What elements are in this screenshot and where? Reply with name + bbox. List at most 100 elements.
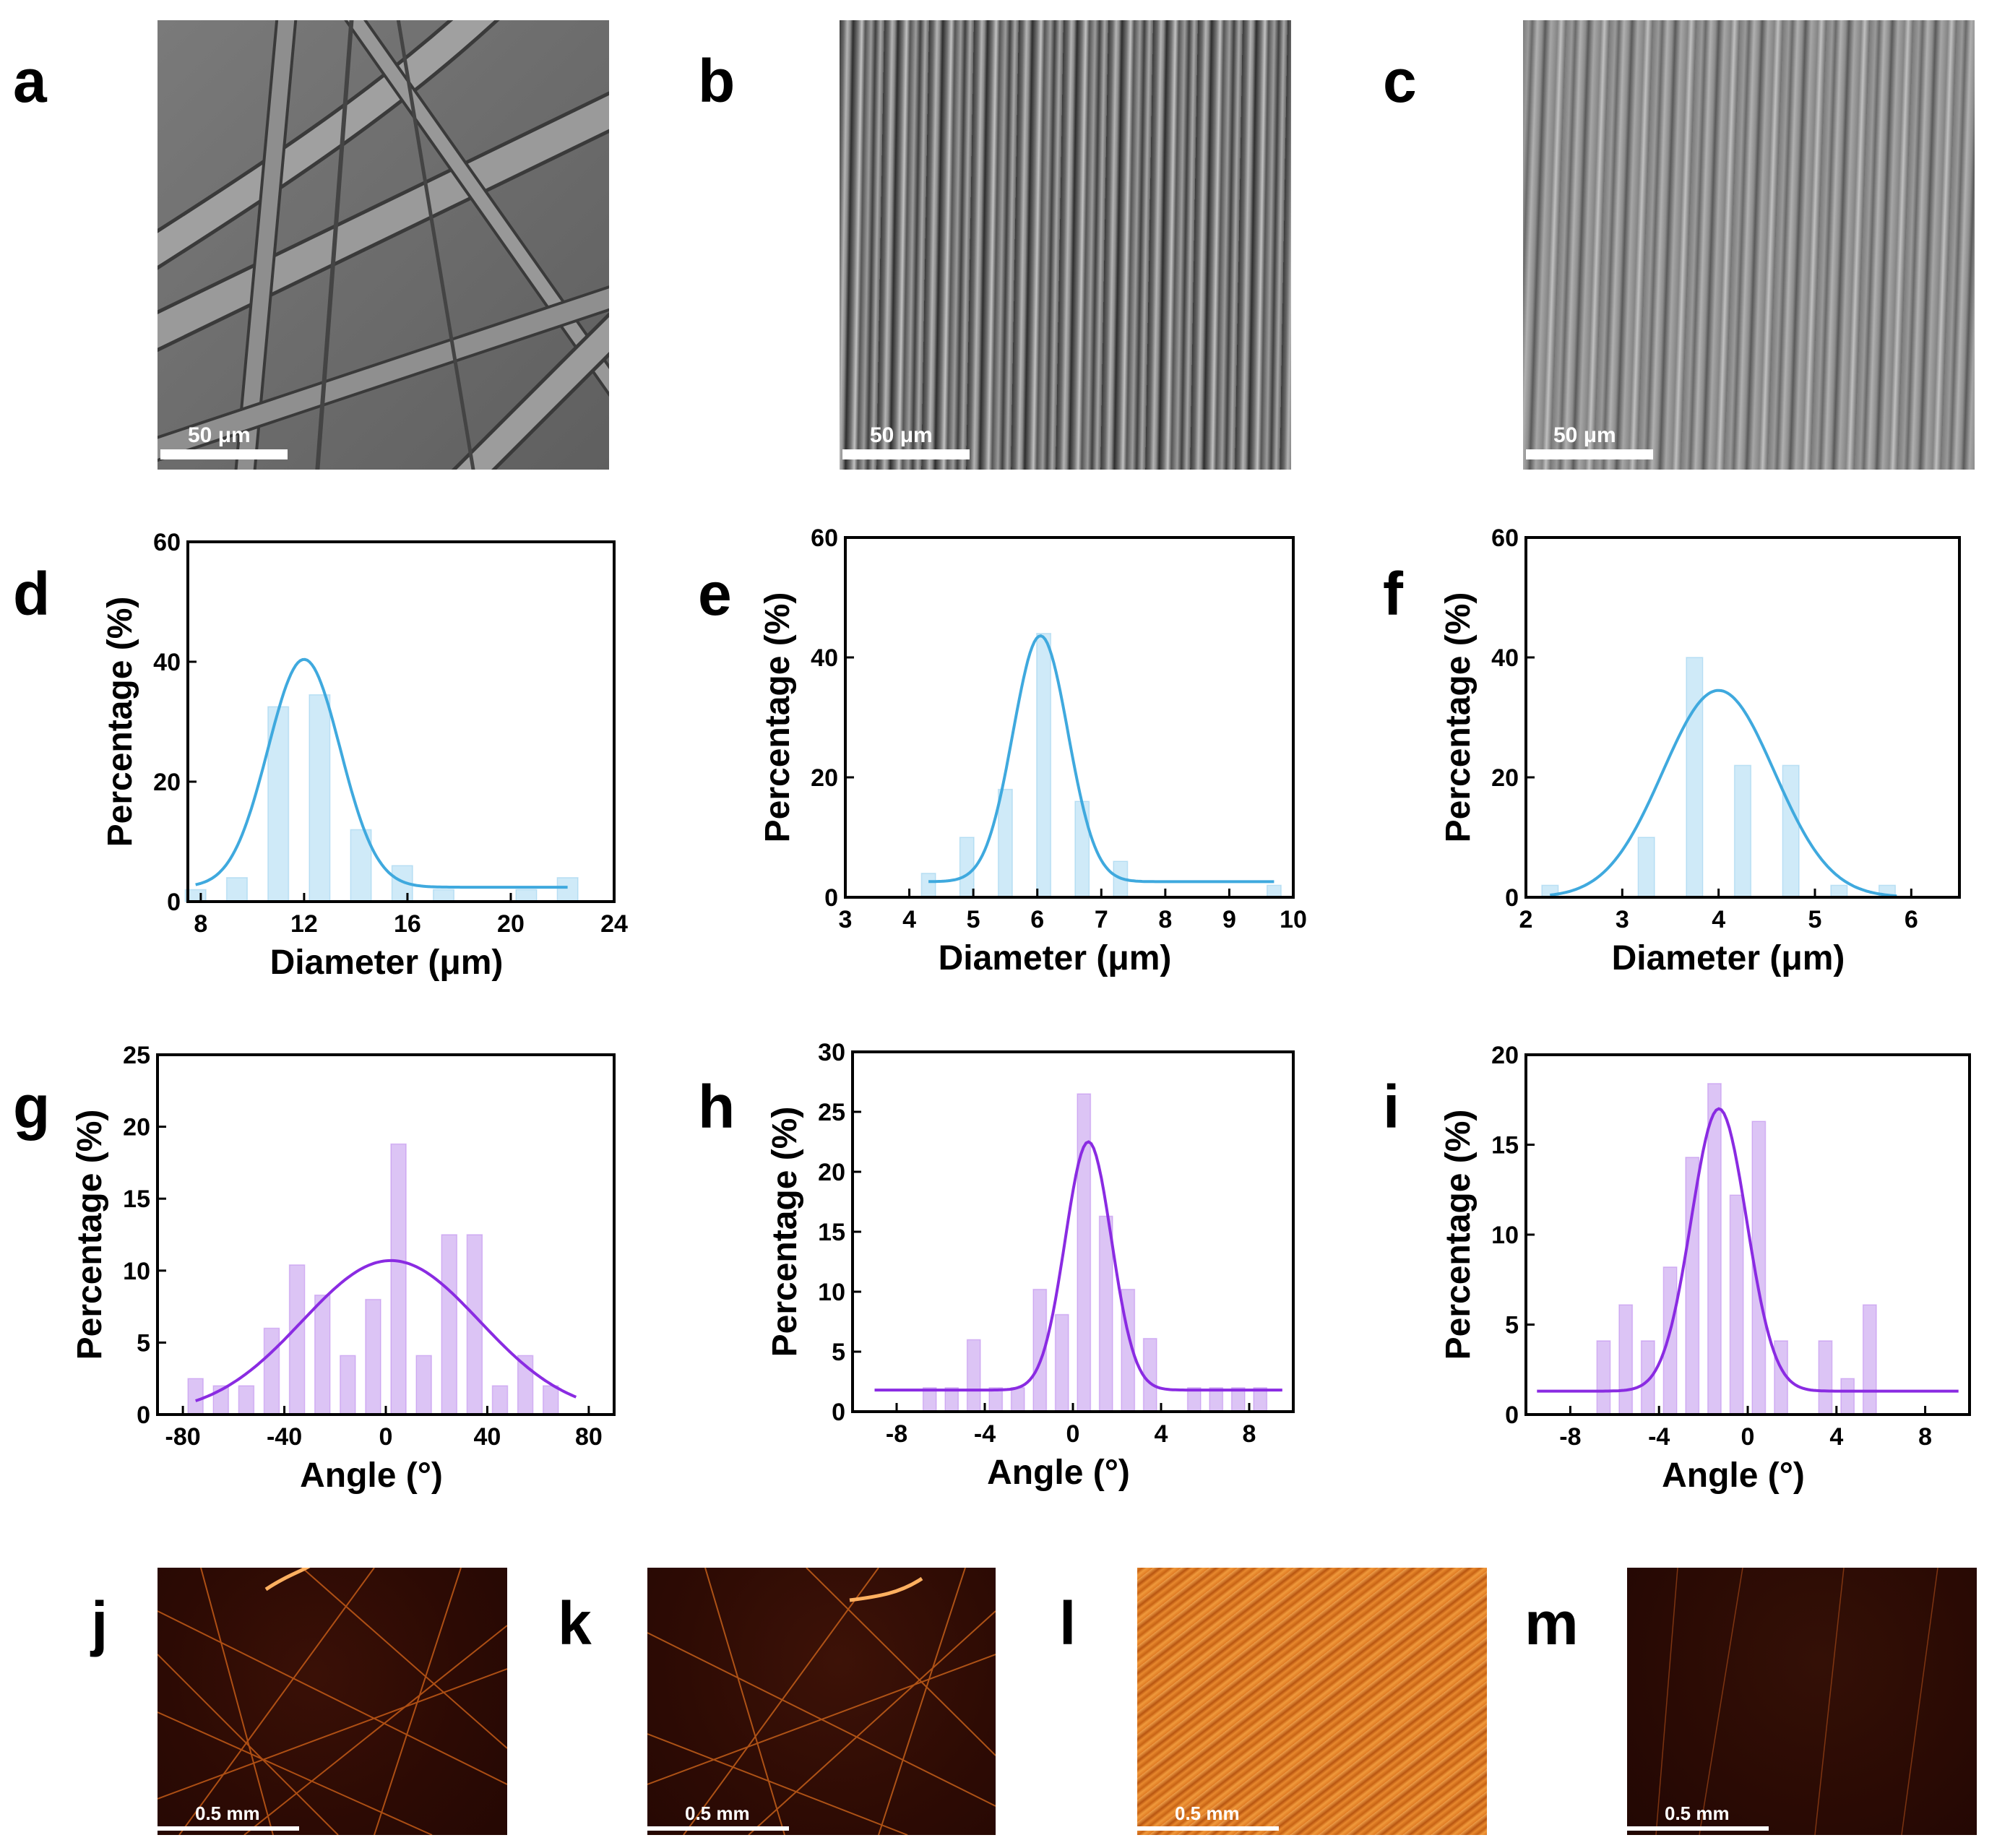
panel-label-d: d [13, 560, 51, 628]
histogram-bar [1618, 1304, 1634, 1415]
panel-label-a: a [13, 47, 47, 115]
x-tick-label: 20 [497, 910, 525, 938]
micrograph-j: 0.5 mm [158, 1568, 507, 1835]
x-tick-label: 0 [1741, 1423, 1755, 1451]
scale-label: 0.5 mm [195, 1802, 260, 1824]
scale-bar [158, 1826, 299, 1831]
panel-label-e: e [698, 560, 732, 628]
y-tick-label: 20 [818, 1159, 845, 1186]
y-axis-label: Percentage (%) [101, 597, 139, 847]
histogram-bar [1640, 1340, 1655, 1415]
y-tick-label: 60 [811, 524, 838, 552]
sem-image-b: 50 μm [840, 20, 1291, 470]
x-tick-label: 10 [1280, 906, 1307, 933]
y-tick-label: 25 [123, 1042, 150, 1069]
x-tick-label: 80 [575, 1423, 603, 1451]
histogram-bar [365, 1298, 381, 1415]
histogram-bar [238, 1385, 255, 1415]
histogram-bar [1862, 1304, 1877, 1415]
histogram-bar [340, 1355, 356, 1415]
y-axis-label: Percentage (%) [1439, 592, 1478, 843]
histogram-bar [263, 1327, 280, 1415]
x-tick-label: 6 [1030, 906, 1044, 933]
histogram-bar [959, 837, 975, 898]
histogram-bar [225, 877, 248, 902]
histogram-bar [390, 1143, 407, 1415]
y-axis-label: Percentage (%) [766, 1107, 804, 1357]
plot-frame [844, 536, 1295, 899]
scale-bar [842, 449, 970, 459]
x-tick-label: -40 [267, 1423, 302, 1451]
x-tick-label: 0 [1066, 1420, 1080, 1448]
x-tick-label: 4 [1829, 1423, 1843, 1451]
micrograph-k: 0.5 mm [647, 1568, 996, 1835]
histogram-bar [1596, 1340, 1611, 1415]
histogram-bar [1074, 800, 1090, 898]
chart-panel-e: 3 4 5 6 7 8 9 10 0 20 40 60 Diameter (μm) Percentage … [759, 524, 1307, 977]
y-tick-label: 20 [153, 769, 181, 796]
histogram-bar [1637, 837, 1655, 898]
histogram-bar [1818, 1340, 1833, 1415]
panel-label-k: k [558, 1589, 592, 1657]
scale-label: 0.5 mm [685, 1802, 750, 1824]
scale-label: 0.5 mm [1665, 1802, 1730, 1824]
plot-frame [1524, 536, 1961, 899]
y-tick-label: 40 [153, 649, 181, 676]
x-axis-label: Diameter (μm) [1612, 939, 1845, 977]
x-tick-label: -4 [974, 1420, 996, 1448]
fiber-streaks-graphic [158, 1568, 507, 1835]
y-tick-label: 60 [153, 529, 181, 556]
x-tick-label: 8 [1243, 1420, 1256, 1448]
y-tick-label: 20 [811, 764, 838, 792]
chart-panel-i: -8 -4 0 4 8 0 5 10 15 20 Angle (°) Percentage (%) [1439, 1042, 1971, 1495]
histogram-bar [515, 889, 538, 902]
histogram-bar [1036, 633, 1052, 898]
y-tick-label: 60 [1491, 524, 1519, 552]
histogram-bar [288, 1264, 306, 1415]
scale-bar [160, 449, 288, 459]
scale-bar [1137, 1826, 1279, 1831]
histogram-bar [556, 877, 579, 902]
x-tick-label: 4 [1155, 1420, 1168, 1448]
y-tick-label: 20 [1491, 1042, 1519, 1069]
gaussian-fit-line [874, 1140, 1282, 1392]
x-tick-label: 40 [474, 1423, 501, 1451]
x-tick-label: 8 [1158, 906, 1172, 933]
histogram-bar [1686, 657, 1704, 898]
fiber-streaks-graphic [647, 1568, 996, 1835]
x-tick-label: 16 [394, 910, 421, 938]
panel-label-i: i [1383, 1073, 1400, 1141]
x-tick-label: 0 [379, 1423, 393, 1451]
histogram-bar [1054, 1313, 1069, 1412]
y-tick-label: 30 [818, 1039, 845, 1066]
histogram-bar [1840, 1378, 1855, 1415]
histogram-bar [441, 1234, 458, 1415]
histogram-bar [997, 788, 1013, 898]
panel-label-g: g [13, 1073, 51, 1141]
x-tick-label: -4 [1648, 1423, 1670, 1451]
gaussian-fit-line [195, 1258, 577, 1402]
x-tick-label: -8 [886, 1420, 907, 1448]
histogram-bar [1685, 1157, 1700, 1415]
gaussian-fit-line [195, 657, 568, 889]
panel-label-c: c [1383, 47, 1417, 115]
x-tick-label: -8 [1559, 1423, 1581, 1451]
y-tick-label: 40 [811, 644, 838, 672]
y-tick-label: 20 [1491, 764, 1519, 792]
x-tick-label: 3 [839, 906, 853, 933]
histogram-bar [966, 1339, 981, 1412]
histogram-bar [1266, 884, 1282, 898]
y-tick-label: 0 [824, 884, 838, 912]
histogram-bar [432, 889, 455, 902]
panel-label-m: m [1524, 1589, 1579, 1657]
y-tick-label: 25 [818, 1099, 845, 1126]
y-tick-label: 15 [1491, 1132, 1519, 1160]
panel-label-h: h [698, 1073, 736, 1141]
panel-label-j: j [91, 1589, 108, 1657]
scale-label: 0.5 mm [1175, 1802, 1240, 1824]
fiber-streaks-graphic [1655, 1568, 1938, 1835]
x-tick-label: 4 [1712, 906, 1725, 933]
panel-label-b: b [698, 47, 736, 115]
y-tick-label: 0 [832, 1399, 845, 1426]
